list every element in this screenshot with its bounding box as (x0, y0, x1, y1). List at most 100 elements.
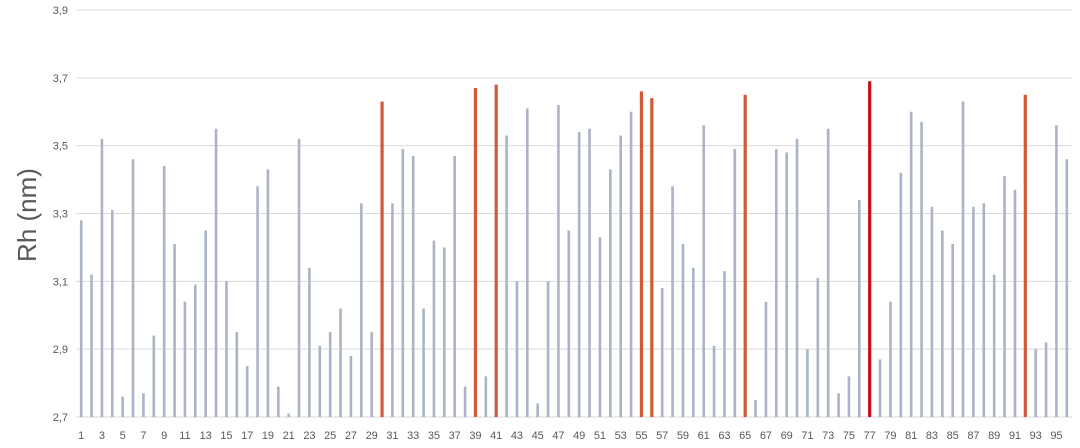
bar-9 (162, 166, 166, 417)
x-tick-label: 83 (926, 430, 938, 442)
y-axis-label: Rh (nm) (12, 168, 42, 262)
x-tick-label: 77 (864, 430, 876, 442)
bar-51 (598, 237, 602, 417)
bar-45 (536, 403, 539, 417)
x-tick-label: 37 (449, 430, 461, 442)
bar-40 (484, 376, 488, 417)
bar-96 (1065, 159, 1069, 417)
bar-23 (308, 267, 311, 417)
x-tick-label: 5 (120, 430, 126, 442)
bar-18 (256, 186, 259, 417)
bar-31 (391, 203, 394, 417)
x-tick-label: 59 (677, 430, 689, 442)
x-tick-label: 45 (532, 430, 544, 442)
bar-44 (526, 108, 529, 417)
y-tick-label: 3,3 (53, 209, 68, 221)
bar-34 (422, 308, 425, 417)
x-tick-label: 1 (78, 430, 84, 442)
bar-95 (1055, 125, 1058, 418)
bar-52 (609, 169, 612, 417)
x-tick-label: 67 (760, 430, 772, 442)
bar-17 (245, 366, 249, 417)
bar-66 (754, 400, 757, 417)
x-tick-label: 47 (552, 430, 564, 442)
x-tick-label: 51 (594, 430, 606, 442)
bar-88 (982, 203, 986, 417)
x-tick-label: 61 (698, 430, 710, 442)
x-tick-label: 35 (428, 430, 440, 442)
bar-54 (629, 111, 633, 417)
bar-36 (443, 247, 446, 417)
bar-60 (692, 267, 695, 417)
x-tick-label: 43 (511, 430, 523, 442)
bar-57 (660, 288, 664, 417)
bar-27 (349, 355, 353, 417)
y-tick-label: 3,1 (53, 276, 68, 288)
bar-94 (1044, 342, 1048, 417)
y-tick-label: 2,9 (53, 344, 68, 356)
x-tick-label: 49 (573, 430, 585, 442)
bar-62 (712, 345, 716, 417)
x-tick-label: 15 (220, 430, 232, 442)
bar-12 (194, 284, 197, 417)
bar-37 (453, 155, 456, 417)
bar-70 (795, 138, 799, 417)
bar-53 (619, 135, 622, 417)
bar-20 (277, 386, 280, 417)
bar-2 (90, 274, 93, 417)
bar-10 (173, 244, 176, 417)
x-tick-label: 85 (947, 430, 959, 442)
x-tick-label: 93 (1030, 430, 1042, 442)
bar-19 (266, 169, 270, 417)
bar-4 (111, 210, 114, 417)
bar-25 (328, 332, 332, 417)
bar-77 (868, 81, 872, 417)
y-tick-label: 3,9 (53, 5, 68, 17)
bar-32 (401, 149, 405, 417)
bar-81 (909, 111, 913, 417)
x-tick-label: 3 (99, 430, 105, 442)
bar-76 (858, 199, 861, 417)
bar-74 (837, 393, 840, 417)
bar-65 (743, 94, 747, 418)
bar-90 (1003, 176, 1006, 417)
bar-79 (889, 301, 892, 417)
bar-82 (920, 121, 923, 418)
bar-30 (380, 101, 384, 417)
bar-3 (100, 138, 104, 417)
bar-15 (225, 281, 228, 417)
bar-64 (733, 149, 737, 417)
grid-lines (76, 9, 1072, 418)
bar-8 (152, 335, 156, 417)
bar-5 (121, 396, 124, 417)
bar-7 (142, 393, 145, 417)
bar-84 (941, 230, 944, 417)
x-tick-label: 75 (843, 430, 855, 442)
x-tick-label: 11 (179, 430, 190, 442)
bar-59 (681, 244, 685, 417)
bar-48 (567, 230, 571, 417)
y-tick-labels: 2,7 2,9 3,1 3,3 3,5 3,7 3,9 (53, 5, 68, 424)
bar-33 (411, 155, 415, 417)
y-tick-label: 3,5 (53, 141, 68, 153)
x-tick-label: 55 (635, 430, 647, 442)
bar-14 (214, 128, 218, 418)
bars (79, 81, 1069, 418)
bar-85 (951, 244, 954, 417)
bar-69 (785, 152, 788, 417)
bar-13 (204, 230, 207, 417)
x-tick-label: 19 (262, 430, 274, 442)
y-tick-label: 2,7 (53, 412, 68, 424)
bar-89 (992, 274, 996, 417)
bar-26 (339, 308, 342, 417)
bar-16 (235, 332, 239, 417)
bar-91 (1013, 189, 1017, 417)
x-tick-labels: 1 3 5 7 9 11 13 15 17 19 21 23 25 27 29 31 33 35 37 39 41 43 4… (78, 430, 1062, 442)
bar-38 (463, 386, 467, 417)
bar-35 (432, 240, 436, 417)
x-tick-label: 89 (988, 430, 1000, 442)
x-tick-label: 63 (718, 430, 730, 442)
x-tick-label: 81 (905, 430, 917, 442)
bar-75 (847, 376, 851, 417)
bar-80 (899, 172, 903, 417)
